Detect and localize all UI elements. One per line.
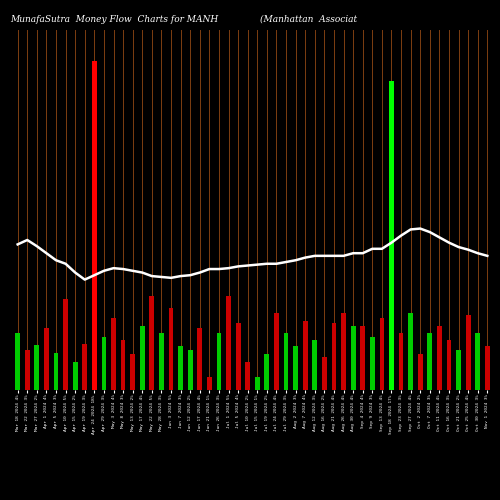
Bar bbox=[178, 346, 183, 390]
Bar bbox=[332, 323, 336, 390]
Bar bbox=[293, 346, 298, 390]
Bar bbox=[350, 326, 356, 390]
Bar bbox=[485, 346, 490, 390]
Text: MunafaSutra  Money Flow  Charts for MANH: MunafaSutra Money Flow Charts for MANH bbox=[10, 15, 218, 24]
Bar bbox=[216, 334, 222, 390]
Bar bbox=[398, 334, 404, 390]
Bar bbox=[437, 326, 442, 390]
Bar bbox=[389, 82, 394, 390]
Bar bbox=[34, 345, 39, 390]
Bar bbox=[360, 326, 365, 390]
Bar bbox=[150, 296, 154, 390]
Bar bbox=[456, 350, 461, 390]
Bar bbox=[408, 313, 413, 390]
Bar bbox=[159, 334, 164, 390]
Bar bbox=[428, 334, 432, 390]
Bar bbox=[188, 350, 192, 390]
Bar bbox=[236, 323, 240, 390]
Bar bbox=[446, 340, 452, 390]
Bar bbox=[284, 334, 288, 390]
Bar bbox=[418, 354, 422, 390]
Bar bbox=[476, 334, 480, 390]
Bar bbox=[246, 362, 250, 390]
Bar bbox=[92, 61, 96, 390]
Bar bbox=[16, 334, 20, 390]
Bar bbox=[226, 296, 231, 390]
Bar bbox=[63, 298, 68, 390]
Text: (Manhattan  Associat: (Manhattan Associat bbox=[260, 15, 357, 24]
Bar bbox=[82, 344, 87, 390]
Bar bbox=[140, 326, 144, 390]
Bar bbox=[120, 340, 126, 390]
Bar bbox=[322, 356, 327, 390]
Bar bbox=[54, 352, 59, 390]
Bar bbox=[370, 338, 374, 390]
Bar bbox=[207, 377, 212, 390]
Bar bbox=[255, 377, 260, 390]
Bar bbox=[25, 350, 29, 390]
Bar bbox=[303, 320, 308, 390]
Bar bbox=[341, 313, 346, 390]
Bar bbox=[130, 354, 135, 390]
Bar bbox=[380, 318, 384, 390]
Bar bbox=[111, 318, 116, 390]
Bar bbox=[198, 328, 202, 390]
Bar bbox=[168, 308, 173, 390]
Bar bbox=[73, 362, 78, 390]
Bar bbox=[274, 313, 279, 390]
Bar bbox=[312, 340, 317, 390]
Bar bbox=[264, 354, 270, 390]
Bar bbox=[44, 328, 49, 390]
Bar bbox=[466, 316, 470, 390]
Bar bbox=[102, 338, 106, 390]
